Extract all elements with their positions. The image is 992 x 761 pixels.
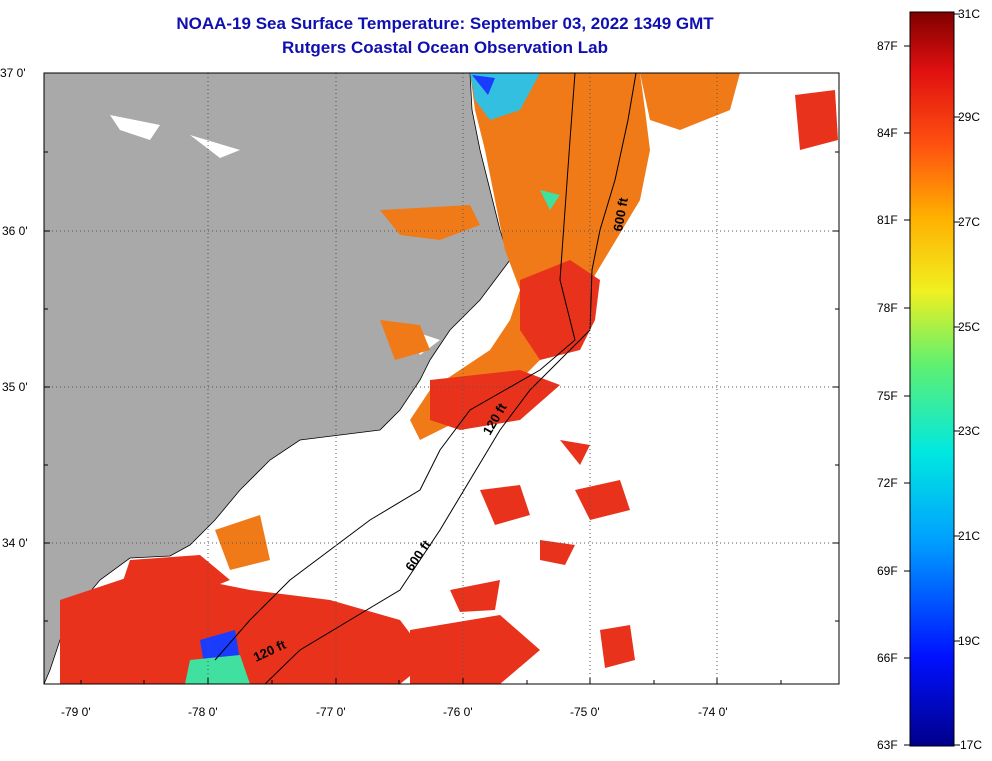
colorbar-c-31: 31C [958, 7, 980, 21]
colorbar-ticks [904, 13, 960, 746]
plot-frame [43, 72, 840, 685]
map-title: NOAA-19 Sea Surface Temperature: Septemb… [176, 14, 714, 33]
contour-120ft [214, 73, 576, 661]
contour-600ft-north [264, 73, 637, 684]
axis-ticks [44, 72, 839, 684]
colorbar-c-21: 21C [958, 529, 980, 543]
colorbar-c-19: 19C [958, 634, 980, 648]
colorbar-f-66: 66F [877, 651, 898, 665]
colorbar-c-29: 29C [958, 110, 980, 124]
lon-label-75: -75 0' [570, 705, 600, 719]
colorbar-f-87: 87F [877, 39, 898, 53]
lon-label-77: -77 0' [316, 705, 346, 719]
lon-label-76: -76 0' [443, 705, 473, 719]
lat-label-35: 35 0' [2, 380, 28, 394]
gridlines [44, 73, 839, 684]
sst-orange-shelf [410, 73, 650, 440]
colorbar-f-63: 63F [877, 738, 898, 752]
colorbar-c-25: 25C [958, 320, 980, 334]
colorbar-f-75: 75F [877, 389, 898, 403]
lat-label-36: 36 0' [2, 224, 28, 238]
colorbar-f-84: 84F [877, 126, 898, 140]
lon-label-79: -79 0' [61, 705, 91, 719]
colorbar-f-81: 81F [877, 213, 898, 227]
lat-label-37: 37 0' [0, 66, 26, 80]
colorbar-f-78: 78F [877, 301, 898, 315]
contour-label-600ft-north: 600 ft [610, 196, 631, 233]
lon-label-78: -78 0' [188, 705, 218, 719]
colorbar-c-23: 23C [958, 424, 980, 438]
colorbar [909, 11, 955, 747]
map-subtitle: Rutgers Coastal Ocean Observation Lab [282, 38, 608, 57]
colorbar-c-17: 17C [960, 738, 982, 752]
lon-label-74: -74 0' [698, 705, 728, 719]
lat-label-34: 34 0' [2, 536, 28, 550]
colorbar-f-72: 72F [877, 476, 898, 490]
colorbar-c-27: 27C [958, 215, 980, 229]
colorbar-f-69: 69F [877, 564, 898, 578]
